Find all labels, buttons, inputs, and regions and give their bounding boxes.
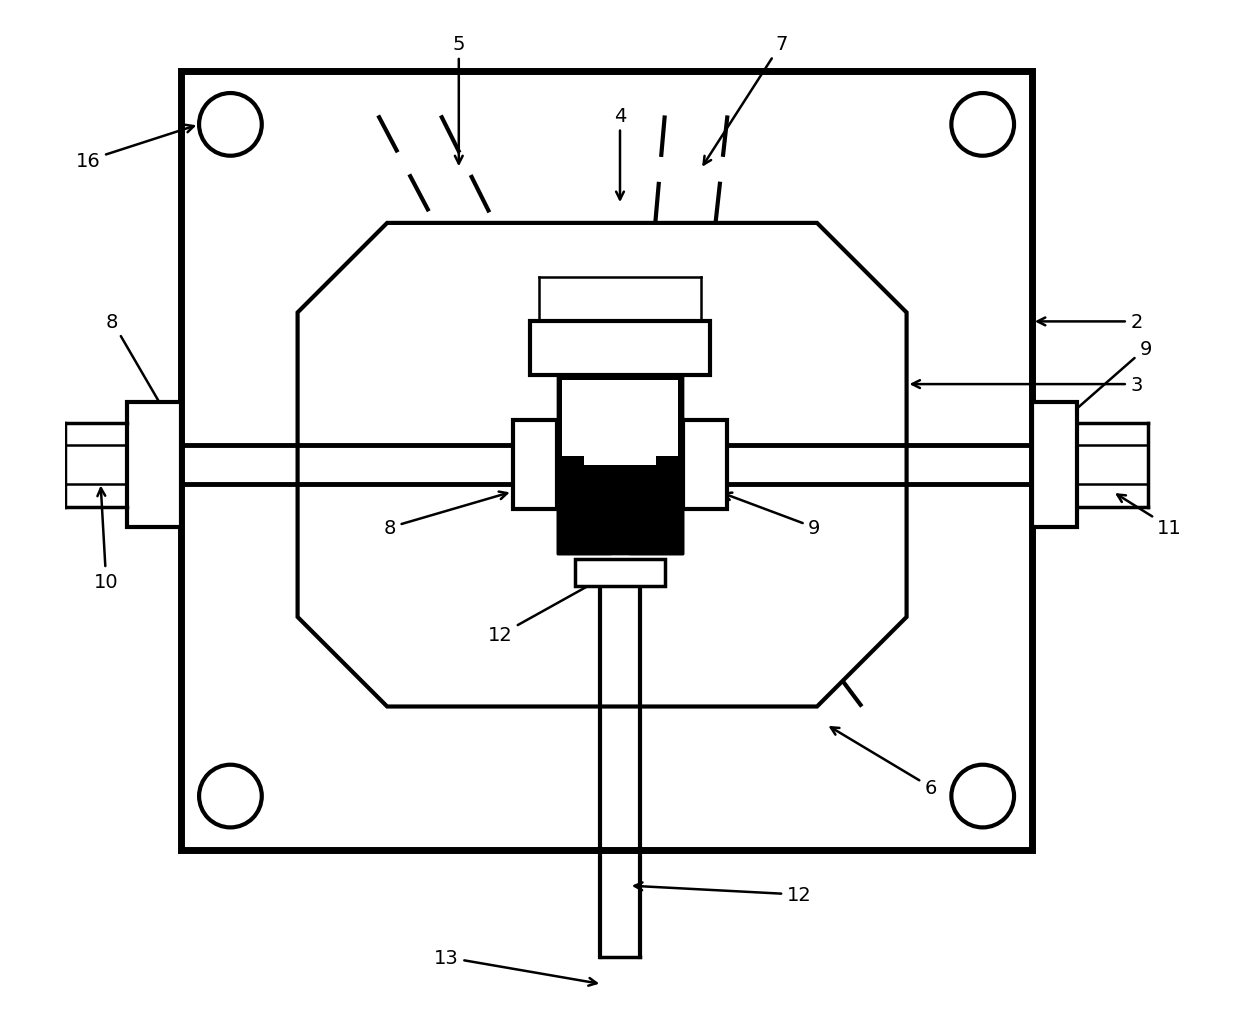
Circle shape bbox=[951, 94, 1014, 157]
Circle shape bbox=[200, 765, 262, 828]
Circle shape bbox=[951, 765, 1014, 828]
Bar bbox=[512, 421, 557, 510]
Bar bbox=[557, 376, 611, 555]
Text: 11: 11 bbox=[1117, 495, 1182, 538]
Text: 10: 10 bbox=[94, 488, 119, 591]
Bar bbox=[181, 72, 1032, 850]
Bar bbox=[683, 421, 728, 510]
Text: 8: 8 bbox=[383, 492, 507, 538]
Text: 4: 4 bbox=[614, 107, 626, 200]
Text: 3: 3 bbox=[913, 375, 1143, 394]
Bar bbox=[1032, 402, 1076, 528]
Bar bbox=[562, 380, 678, 456]
Bar bbox=[584, 380, 656, 465]
Text: 5: 5 bbox=[453, 35, 465, 165]
Bar bbox=[557, 474, 683, 555]
Text: 2: 2 bbox=[1038, 312, 1143, 332]
Text: 6: 6 bbox=[831, 728, 937, 797]
Bar bbox=[531, 323, 709, 376]
Bar bbox=[575, 559, 665, 586]
Text: 8: 8 bbox=[107, 312, 170, 421]
Text: 9: 9 bbox=[724, 493, 821, 538]
Bar bbox=[128, 402, 181, 528]
Text: 12: 12 bbox=[635, 883, 811, 904]
Text: 13: 13 bbox=[434, 948, 596, 986]
Circle shape bbox=[200, 94, 262, 157]
Text: 7: 7 bbox=[703, 35, 787, 166]
Bar bbox=[557, 376, 683, 555]
Text: 16: 16 bbox=[76, 125, 193, 171]
Text: 12: 12 bbox=[487, 566, 624, 645]
Bar bbox=[629, 376, 683, 555]
Polygon shape bbox=[298, 223, 906, 707]
Text: 9: 9 bbox=[1063, 340, 1152, 422]
